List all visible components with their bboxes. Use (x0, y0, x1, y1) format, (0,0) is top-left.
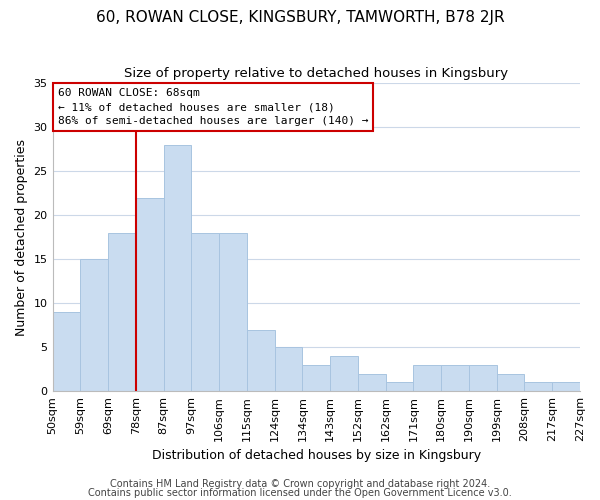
Bar (247, 330, 275, 391)
X-axis label: Distribution of detached houses by size in Kingsbury: Distribution of detached houses by size … (152, 450, 481, 462)
Title: Size of property relative to detached houses in Kingsbury: Size of property relative to detached ho… (124, 68, 508, 80)
Bar (441, 365, 469, 391)
Bar (275, 347, 302, 391)
Bar (302, 365, 330, 391)
Bar (386, 382, 413, 391)
Text: Contains HM Land Registry data © Crown copyright and database right 2024.: Contains HM Land Registry data © Crown c… (110, 479, 490, 489)
Bar (53, 312, 80, 391)
Bar (524, 382, 552, 391)
Bar (164, 144, 191, 391)
Bar (136, 198, 164, 391)
Bar (108, 232, 136, 391)
Text: Contains public sector information licensed under the Open Government Licence v3: Contains public sector information licen… (88, 488, 512, 498)
Bar (191, 232, 219, 391)
Bar (80, 259, 108, 391)
Bar (358, 374, 386, 391)
Bar (330, 356, 358, 391)
Bar (497, 374, 524, 391)
Text: 60, ROWAN CLOSE, KINGSBURY, TAMWORTH, B78 2JR: 60, ROWAN CLOSE, KINGSBURY, TAMWORTH, B7… (95, 10, 505, 25)
Bar (469, 365, 497, 391)
Bar (552, 382, 580, 391)
Bar (219, 232, 247, 391)
Y-axis label: Number of detached properties: Number of detached properties (15, 138, 28, 336)
Bar (413, 365, 441, 391)
Text: 60 ROWAN CLOSE: 68sqm
← 11% of detached houses are smaller (18)
86% of semi-deta: 60 ROWAN CLOSE: 68sqm ← 11% of detached … (58, 88, 368, 126)
